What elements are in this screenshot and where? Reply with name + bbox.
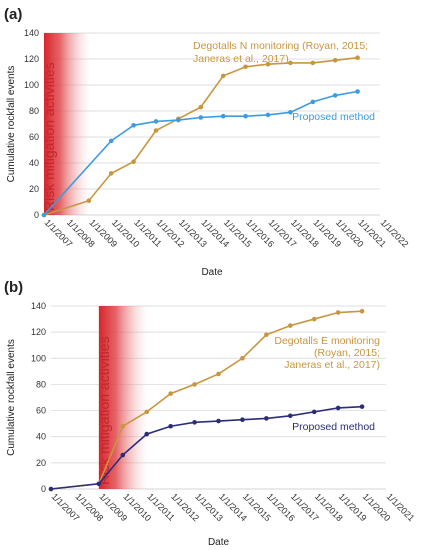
mitigation-label: Risk mitigation activities — [41, 62, 57, 211]
y-tick-label: 0 — [34, 210, 39, 220]
data-point — [131, 123, 136, 128]
panel-a: (a) 0 20 40 60 80 100 120 140 Risk mitigation act… — [4, 6, 410, 278]
series-label: Janeras et al., 2017) — [284, 359, 380, 371]
data-point — [335, 310, 341, 315]
data-point — [216, 418, 221, 424]
y-tick-label: 40 — [29, 158, 39, 168]
panel-label: (a) — [4, 6, 22, 23]
panel-label: (b) — [4, 279, 23, 296]
y-tick-label: 0 — [41, 484, 46, 494]
data-point — [288, 60, 293, 66]
y-axis-title: Cumulative rockfall events — [6, 66, 17, 183]
data-point — [96, 481, 102, 487]
data-point — [48, 486, 54, 492]
data-point — [359, 308, 365, 314]
data-point — [144, 431, 150, 437]
panel-b: (b) 0 20 40 60 80 100 120 140 Risk mitigation act… — [4, 279, 416, 548]
y-tick-label: 80 — [36, 379, 46, 389]
mitigation-band — [44, 33, 89, 215]
data-point — [153, 119, 159, 124]
data-point — [311, 409, 317, 415]
mitigation-label: Risk mitigation activities — [96, 336, 112, 485]
data-point — [120, 423, 126, 429]
data-point — [86, 198, 92, 203]
data-point — [131, 159, 136, 164]
series-label: Proposed method — [292, 421, 375, 433]
data-point — [168, 423, 173, 429]
series-label: Proposed method — [292, 111, 375, 123]
y-tick-label: 60 — [29, 132, 39, 142]
x-axis-title: Date — [201, 267, 223, 278]
data-point — [332, 58, 338, 63]
data-point — [153, 128, 159, 133]
series-label: (Royan, 2015; — [314, 347, 380, 359]
y-tick-label: 40 — [36, 432, 46, 442]
data-point — [265, 112, 271, 118]
data-point — [176, 117, 181, 123]
y-tick-label: 20 — [29, 184, 39, 194]
y-tick-label: 120 — [31, 327, 46, 337]
data-point — [240, 355, 245, 361]
series-line — [43, 56, 358, 216]
data-point — [287, 323, 293, 328]
data-point — [355, 89, 360, 94]
data-point — [243, 64, 248, 70]
data-point — [335, 405, 341, 411]
data-point — [192, 420, 197, 425]
data-point — [332, 93, 338, 98]
y-tick-label: 100 — [31, 353, 46, 363]
y-tick-label: 140 — [31, 301, 46, 311]
data-point — [108, 171, 114, 176]
y-tick-label: 120 — [24, 54, 39, 64]
y-tick-label: 100 — [24, 80, 39, 90]
data-point — [220, 113, 226, 119]
data-point — [264, 416, 269, 421]
data-point — [41, 212, 47, 218]
y-tick-label: 80 — [29, 106, 39, 116]
y-tick-label: 140 — [24, 28, 39, 38]
data-point — [264, 332, 269, 338]
series-label: Degotalls N monitoring (Royan, 2015; — [193, 40, 368, 52]
data-point — [310, 99, 316, 105]
data-point — [265, 61, 271, 67]
y-tick-label: 20 — [36, 458, 46, 468]
data-point — [311, 316, 317, 322]
data-point — [359, 404, 365, 409]
mitigation-band — [98, 306, 147, 489]
data-point — [120, 452, 126, 458]
data-point — [198, 104, 204, 110]
data-point — [240, 417, 245, 423]
data-point — [108, 138, 114, 144]
data-point — [198, 115, 204, 120]
series-label: Degotalls E monitoring — [274, 335, 380, 347]
data-point — [288, 110, 293, 115]
data-point — [355, 55, 360, 60]
data-point — [192, 382, 197, 387]
y-axis-title: Cumulative rockfall events — [6, 339, 17, 456]
data-point — [287, 413, 293, 419]
y-tick-label: 60 — [36, 406, 46, 416]
data-point — [243, 113, 248, 119]
x-axis-title: Date — [208, 537, 230, 548]
data-point — [310, 60, 316, 66]
data-point — [220, 73, 226, 79]
data-point — [144, 409, 150, 415]
series-label: Janeras et al., 2017) — [193, 53, 289, 65]
data-point — [216, 371, 221, 377]
data-point — [168, 391, 173, 396]
